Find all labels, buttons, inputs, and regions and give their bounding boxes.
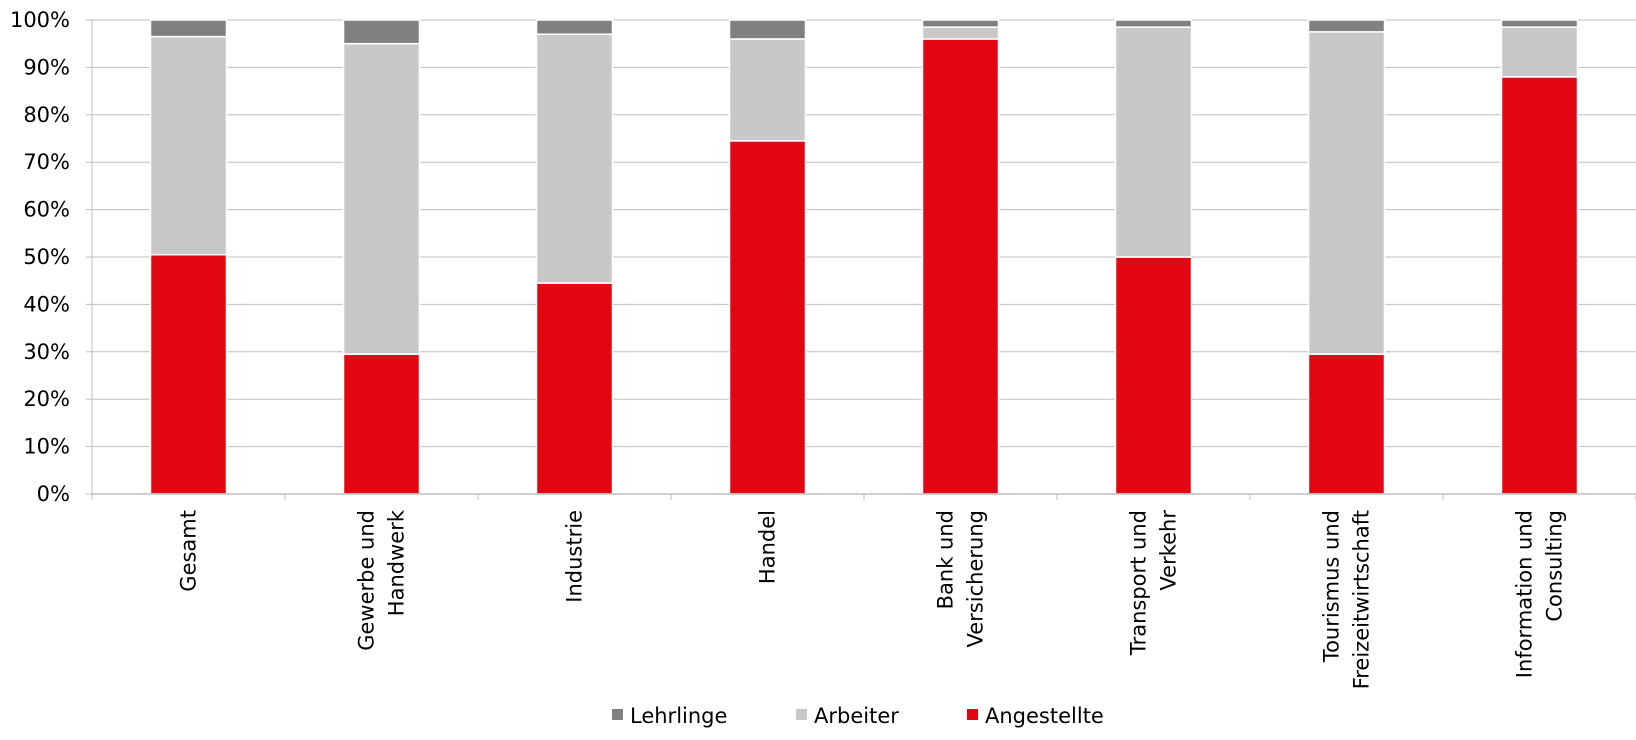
legend-swatch-lehrlinge (612, 709, 623, 720)
category-label: Industrie (563, 510, 587, 603)
bar-arbeiter-0 (149, 35, 228, 256)
category-label: Transport und (1127, 510, 1151, 656)
y-tick-label: 70% (23, 150, 70, 174)
category-label: Consulting (1543, 510, 1567, 622)
bar-arbeiter-7 (1500, 26, 1579, 78)
category-label: Information und (1513, 510, 1537, 678)
bar-lehrlinge-1 (342, 19, 421, 45)
bar-arbeiter-5 (1114, 26, 1193, 258)
category-label: Gesamt (177, 510, 201, 592)
legend-label-arbeiter: Arbeiter (814, 704, 899, 728)
y-tick-label: 40% (23, 292, 70, 316)
bar-arbeiter-2 (535, 33, 614, 284)
category-label: Freizeitwirtschaft (1350, 510, 1374, 689)
category-labels: Gesamt Gewerbe und Handwerk Industrie Handel… (177, 509, 1567, 689)
bar-arbeiter-1 (342, 42, 421, 355)
bar-angestellte-6 (1307, 353, 1386, 495)
legend: Lehrlinge Arbeiter Angestellte (612, 704, 1104, 728)
bar-angestellte-0 (149, 253, 228, 495)
y-tick-label: 30% (23, 340, 70, 364)
bar-angestellte-4 (921, 38, 1000, 495)
bar-angestellte-5 (1114, 256, 1193, 495)
bar-arbeiter-4 (921, 26, 1000, 40)
bar-lehrlinge-0 (149, 19, 228, 38)
legend-swatch-angestellte (967, 709, 978, 720)
category-label: Tourismus und (1320, 510, 1344, 663)
x-axis (86, 19, 1636, 500)
bar-lehrlinge-3 (728, 19, 807, 40)
gridlines (92, 19, 1636, 448)
category-label: Gewerbe und (355, 510, 379, 651)
bar-arbeiter-6 (1307, 31, 1386, 355)
y-axis-ticks: 0% 10% 20% 30% 40% 50% 60% 70% 80% 90% 100% (10, 8, 70, 506)
bar-lehrlinge-2 (535, 19, 614, 35)
y-tick-label: 10% (23, 435, 70, 459)
y-tick-label: 0% (37, 482, 70, 506)
category-label: Bank und (934, 510, 958, 609)
legend-label-angestellte: Angestellte (985, 704, 1104, 728)
y-tick-label: 50% (23, 245, 70, 269)
bar-arbeiter-3 (728, 38, 807, 142)
y-tick-label: 100% (10, 8, 70, 32)
bar-angestellte-1 (342, 353, 421, 495)
bar-angestellte-2 (535, 282, 614, 495)
y-tick-label: 80% (23, 103, 70, 127)
legend-label-lehrlinge: Lehrlinge (630, 704, 727, 728)
bar-lehrlinge-6 (1307, 19, 1386, 33)
bar-lehrlinge-4 (921, 19, 1000, 28)
legend-swatch-arbeiter (796, 709, 807, 720)
bar-lehrlinge-7 (1500, 19, 1579, 28)
category-label: Versicherung (964, 510, 988, 647)
category-label: Handwerk (385, 509, 409, 616)
bar-angestellte-3 (728, 140, 807, 495)
bar-angestellte-7 (1500, 76, 1579, 495)
category-label: Verkehr (1157, 510, 1181, 591)
bars (149, 19, 1579, 495)
y-tick-label: 60% (23, 198, 70, 222)
y-tick-label: 90% (23, 55, 70, 79)
category-label: Handel (756, 510, 780, 584)
bar-lehrlinge-5 (1114, 19, 1193, 28)
y-tick-label: 20% (23, 387, 70, 411)
